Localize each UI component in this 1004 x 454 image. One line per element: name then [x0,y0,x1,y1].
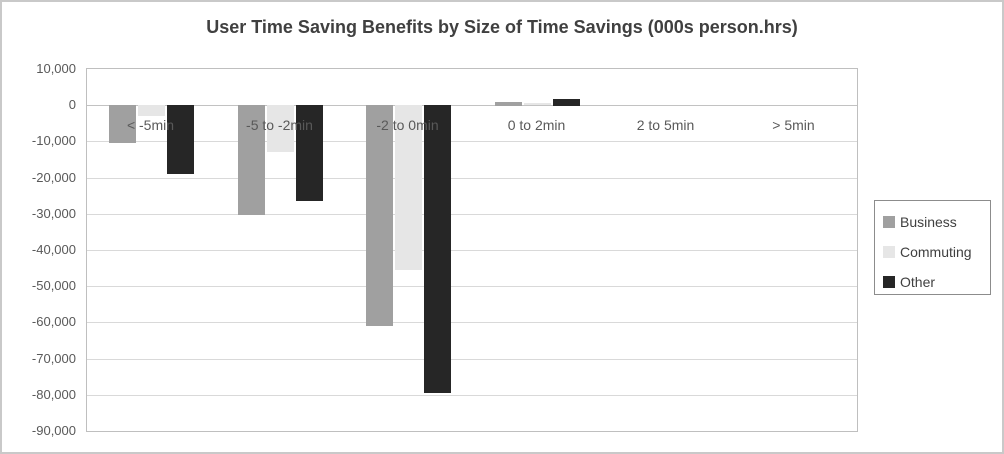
legend-swatch-icon [883,275,895,288]
plot-area [86,68,858,432]
y-axis-tick-label: -60,000 [31,314,76,330]
y-axis-tick-label: -70,000 [31,350,76,366]
bar-other-2 [296,105,323,201]
legend-label: Other [900,273,936,290]
x-axis-category-label: < -5min [126,117,175,133]
gridline [87,286,857,287]
bar-commuting-1 [138,105,165,116]
bar-commuting-3 [395,105,422,270]
y-axis-tick-label: -30,000 [31,205,76,221]
x-axis-category-label: -2 to 0min [376,117,439,133]
bar-business-4 [495,102,522,106]
y-axis-tick-label: -40,000 [31,242,76,257]
legend-swatch-icon [883,245,895,258]
legend-label: Business [900,213,957,230]
legend-item-business: Business [883,208,990,235]
legend-item-other: Other [883,268,990,295]
gridline [87,395,857,396]
legend-swatch-icon [883,215,895,228]
x-axis-category-label: > 5min [772,117,815,133]
y-axis-tick-label: -10,000 [31,133,76,149]
y-axis-tick-label: -50,000 [31,278,76,294]
y-axis-tick-label: -90,000 [31,423,76,438]
bar-business-2 [238,105,265,215]
zero-gridline [87,105,857,106]
legend-label: Commuting [900,243,972,260]
bar-other-3 [424,105,451,393]
bar-other-4 [553,99,580,106]
gridline [87,322,857,323]
x-axis-category-label: -5 to -2min [246,117,313,133]
bar-commuting-2 [267,105,294,152]
bar-commuting-4 [524,103,551,105]
legend: Business Commuting Other [874,200,991,295]
gridline [87,214,857,215]
chart-title: User Time Saving Benefits by Size of Tim… [206,17,798,37]
y-axis-tick-label: 10,000 [36,61,76,76]
legend-item-commuting: Commuting [883,238,990,265]
bar-business-1 [109,105,136,143]
x-axis-category-label: 0 to 2min [507,117,566,133]
bar-other-1 [167,105,194,174]
x-axis-category-label: 2 to 5min [636,117,695,133]
y-axis-tick-label: -20,000 [31,169,76,185]
gridline [87,141,857,142]
gridline [87,178,857,179]
y-axis-tick-label: 0 [68,97,76,113]
y-axis-tick-label: -80,000 [31,386,76,402]
gridline [87,250,857,251]
bar-business-3 [366,105,393,326]
gridline [87,359,857,360]
